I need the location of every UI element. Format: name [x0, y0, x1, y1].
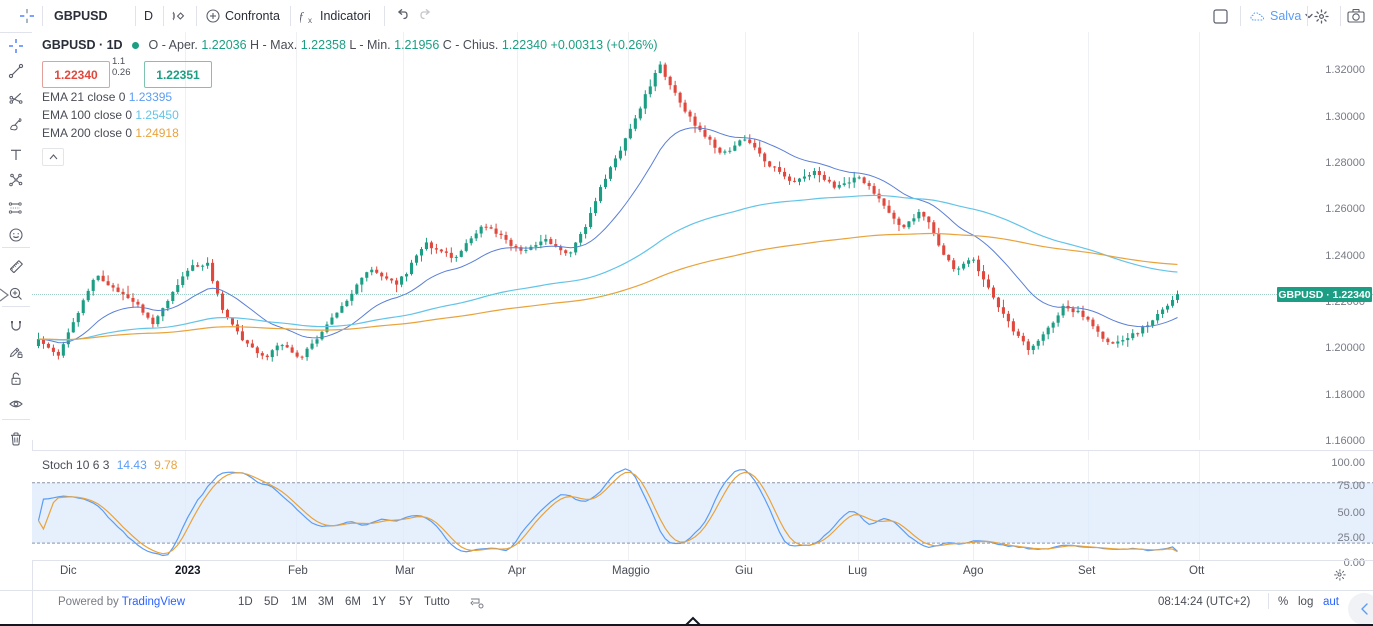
svg-text:f: f: [300, 9, 305, 23]
svg-text:x: x: [308, 16, 312, 23]
